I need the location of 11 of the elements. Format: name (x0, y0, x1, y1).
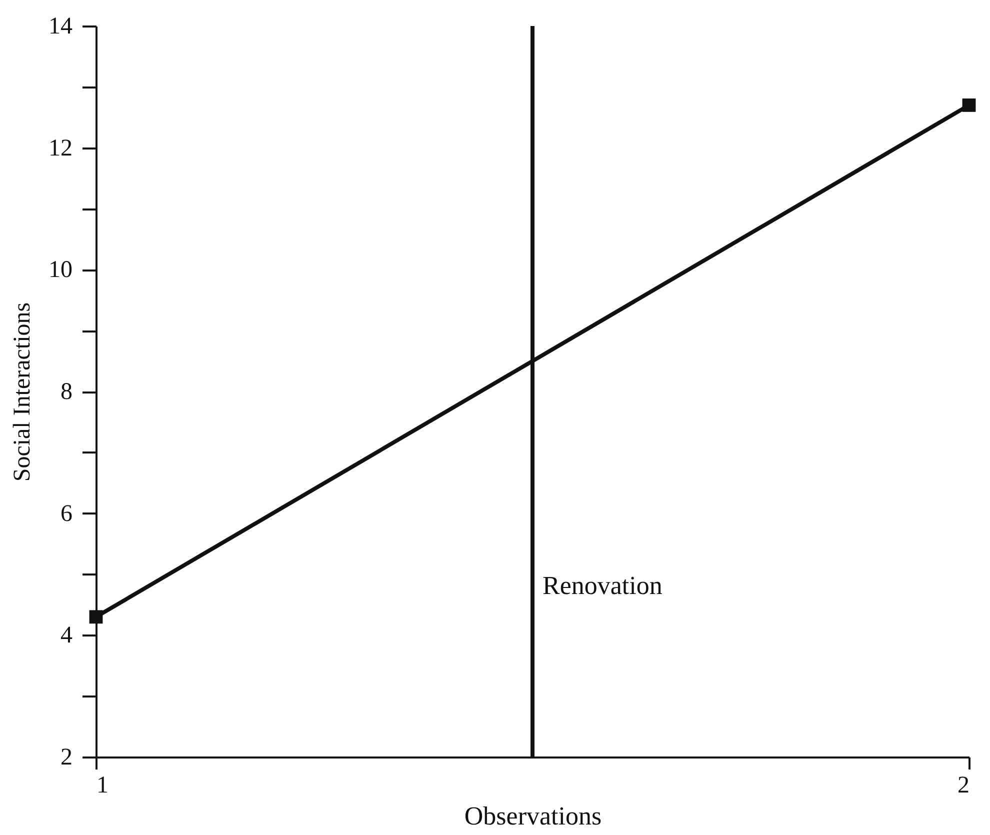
y-tick-label: 12 (48, 135, 72, 162)
y-tick-label: 6 (60, 500, 72, 527)
y-tick-label: 8 (60, 379, 72, 405)
y-tick-label: 10 (48, 257, 72, 284)
ref-line-label: Renovation (542, 571, 662, 600)
y-axis-title: Social Interactions (10, 302, 36, 482)
y-tick-label: 2 (60, 744, 72, 770)
x-tick-label: 1 (96, 772, 108, 798)
y-tick-label: 14 (48, 14, 72, 40)
x-axis-title: Observations (464, 802, 602, 830)
y-tick-label: 4 (60, 622, 72, 649)
